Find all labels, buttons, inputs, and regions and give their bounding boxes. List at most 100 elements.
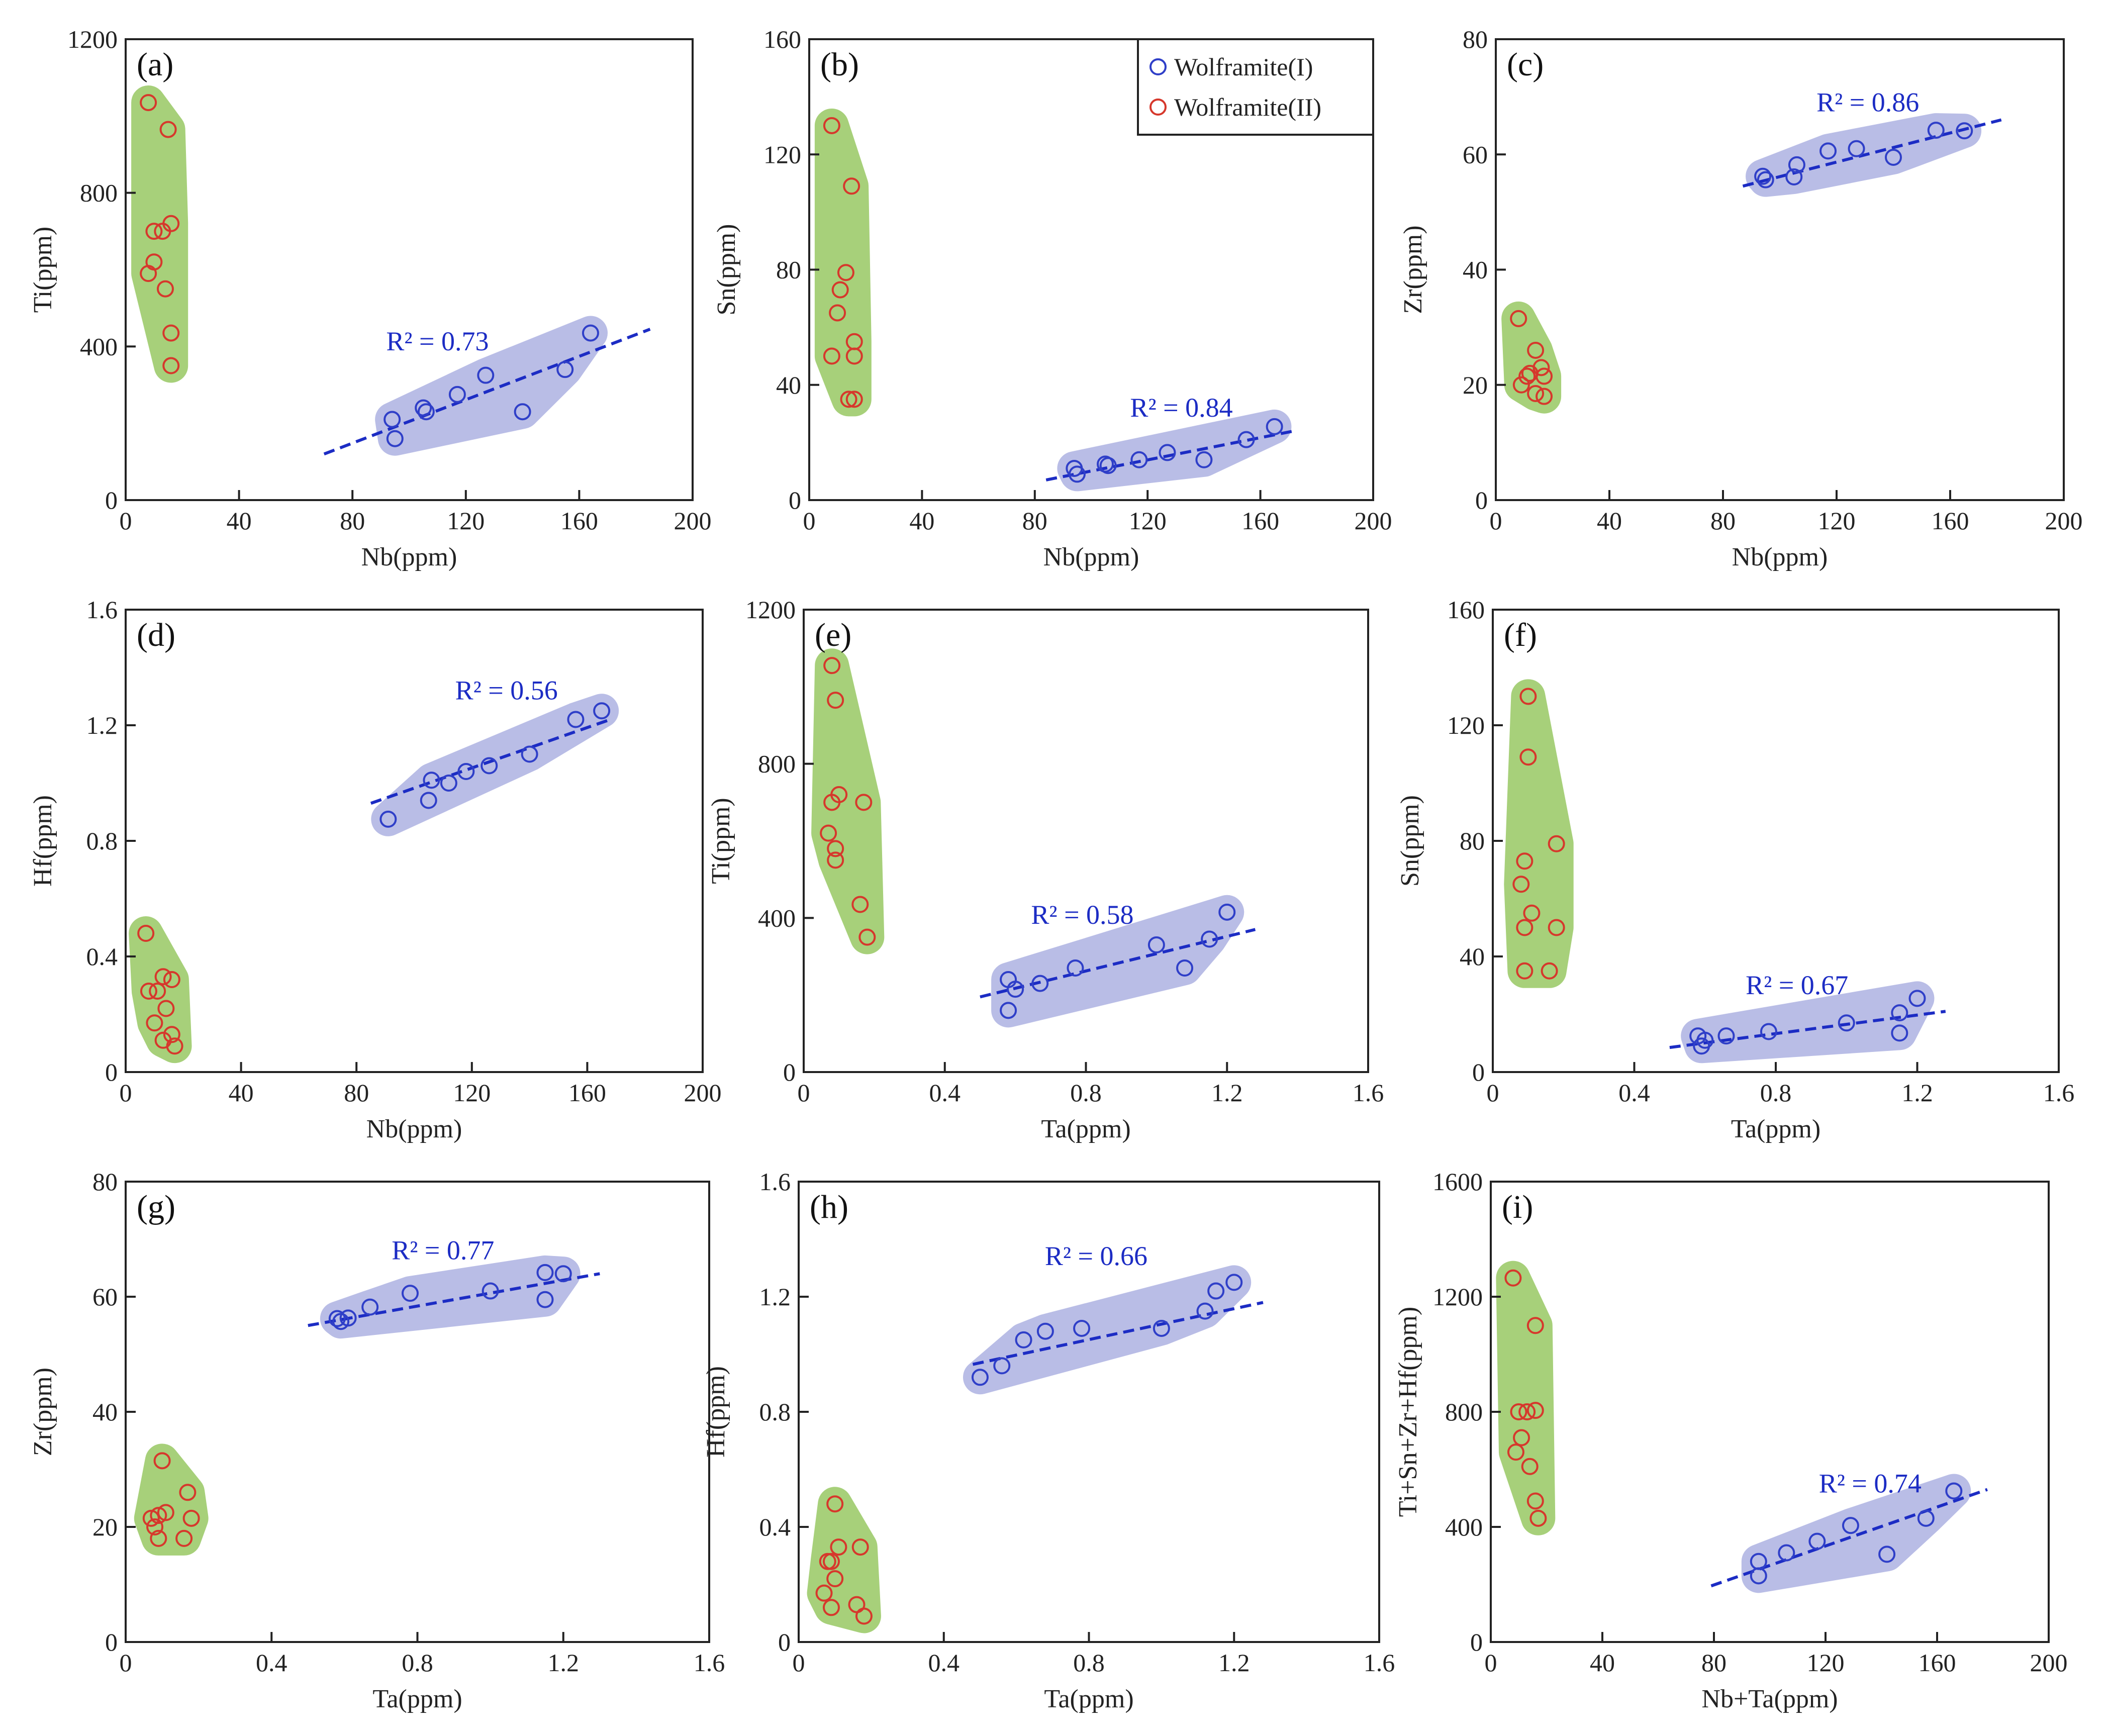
y-tick-label: 40	[1460, 942, 1485, 971]
x-axis-title: Nb(ppm)	[1732, 543, 1828, 571]
wolframite-I-point	[1130, 451, 1148, 468]
x-tick-label: 0.4	[1618, 1079, 1650, 1107]
wolframite-II-point	[162, 324, 180, 342]
x-tick-label: 0	[120, 1649, 132, 1677]
wolframite-I-point	[1717, 1027, 1735, 1045]
wolframite-II-point	[140, 265, 157, 282]
wolframite-II-point	[1519, 748, 1537, 766]
wolframite-II-field	[811, 648, 885, 954]
wolframite-II-field	[1496, 1261, 1556, 1535]
x-tick-label: 0	[1490, 507, 1502, 535]
wolframite-I-point	[420, 792, 437, 809]
regression-line	[972, 1301, 1264, 1366]
wolframite-II-field	[134, 1443, 209, 1556]
wolframite-II-point	[1526, 1317, 1544, 1334]
x-tick-label: 0	[803, 507, 816, 535]
wolframite-I-point	[554, 1265, 572, 1283]
wolframite-II-point	[163, 971, 180, 988]
x-tick-label: 200	[1355, 507, 1392, 535]
panel-e: 0 0.4 0.8 1.2 1.6 0 400 800 1200 Ta(ppm) Ti(ppm) (e…	[707, 596, 1384, 1143]
wolframite-I-point	[1885, 148, 1902, 166]
r-squared-label: R² = 0.74	[1819, 1468, 1922, 1498]
x-tick-label: 0.8	[1073, 1649, 1105, 1677]
wolframite-II-point	[855, 794, 873, 811]
regression-line	[370, 718, 611, 805]
wolframite-I-point	[1808, 1532, 1826, 1550]
wolframite-II-point	[843, 177, 860, 195]
y-tick-label: 0	[105, 1058, 118, 1086]
panel-label: (c)	[1507, 46, 1544, 83]
legend-box	[1137, 38, 1374, 136]
y-axis-title: Ti(ppm)	[29, 227, 57, 313]
panel-label: (i)	[1502, 1189, 1533, 1225]
panel-label: (e)	[815, 617, 851, 653]
wolframite-II-point	[159, 121, 177, 138]
wolframite-I-point	[1917, 1509, 1935, 1527]
wolframite-II-point	[153, 1452, 171, 1470]
y-tick-label: 1200	[67, 25, 118, 53]
y-tick-label: 0.8	[759, 1398, 791, 1426]
plot-frame	[125, 38, 694, 501]
r-squared-label: R² = 0.56	[455, 675, 558, 705]
legend: Wolframite(I) Wolframite(II)	[1137, 38, 1374, 136]
y-axis-title: Sn(ppm)	[712, 224, 741, 316]
wolframite-II-point	[1507, 1443, 1524, 1461]
y-tick-label: 40	[776, 371, 801, 399]
wolframite-II-point	[826, 1495, 844, 1513]
y-tick-label: 0	[789, 486, 801, 514]
wolframite-II-point	[150, 1507, 167, 1524]
wolframite-I-point	[1908, 990, 1926, 1007]
x-tick-label: 0.8	[402, 1649, 433, 1677]
wolframite-I-point	[1159, 444, 1176, 461]
wolframite-II-field	[131, 85, 188, 383]
wolframite-II-point	[829, 304, 846, 322]
wolframite-I-point	[1891, 1004, 1908, 1022]
wolframite-II-point	[822, 1599, 840, 1616]
wolframite-II-point	[146, 1014, 163, 1032]
legend-label: Wolframite(I)	[1174, 53, 1313, 81]
y-tick-label: 1.2	[86, 711, 118, 739]
wolframite-I-point	[567, 711, 585, 728]
wolframite-I-point	[386, 430, 404, 447]
wolframite-II-field	[807, 1487, 881, 1633]
wolframite-II-point	[162, 357, 180, 374]
wolframite-I-point	[1785, 168, 1803, 185]
x-tick-label: 1.2	[548, 1649, 580, 1677]
wolframite-I-point	[1195, 451, 1213, 468]
wolframite-I-point	[514, 403, 531, 421]
y-tick-label: 0	[1472, 1058, 1485, 1086]
wolframite-II-point	[815, 1584, 833, 1602]
wolframite-II-point	[858, 928, 876, 946]
wolframite-II-point	[163, 1026, 180, 1043]
wolframite-II-point	[1519, 688, 1537, 705]
wolframite-I-point	[1878, 1546, 1896, 1563]
wolframite-II-point	[142, 1509, 160, 1527]
y-axis-title: Ti+Sn+Zr+Hf(ppm)	[1394, 1307, 1422, 1517]
wolframite-I-point	[971, 1369, 989, 1386]
r-squared-label: R² = 0.77	[392, 1235, 494, 1266]
wolframite-I-point	[593, 702, 611, 720]
wolframite-II-point	[1523, 904, 1541, 922]
wolframite-I-point	[1778, 1544, 1795, 1562]
wolframite-I-point	[1036, 1322, 1054, 1340]
wolframite-I-field	[963, 1265, 1252, 1395]
x-tick-label: 200	[684, 1079, 722, 1107]
y-tick-label: 160	[763, 25, 801, 53]
wolframite-II-point	[154, 968, 172, 986]
wolframite-I-field	[375, 316, 608, 456]
x-tick-label: 80	[344, 1079, 369, 1107]
panel-b: 0 40 80 120 160 200 0 40 80 120 160 Nb(ppm) Sn(ppm) (…	[712, 25, 1392, 571]
wolframite-I-point	[448, 385, 466, 403]
wolframite-II-point	[831, 281, 849, 299]
x-tick-label: 40	[227, 507, 252, 535]
x-axis-title: Ta(ppm)	[1731, 1115, 1820, 1143]
x-tick-label: 40	[1590, 1649, 1615, 1677]
y-tick-label: 120	[1447, 711, 1485, 739]
x-tick-label: 80	[1710, 507, 1736, 535]
wolframite-I-field	[991, 895, 1244, 1028]
wolframite-II-point	[149, 983, 166, 1000]
wolframite-I-point	[1067, 959, 1084, 977]
wolframite-I-point	[1848, 140, 1865, 157]
wolframite-II-point	[140, 983, 157, 1000]
panel-label: (g)	[137, 1189, 175, 1225]
